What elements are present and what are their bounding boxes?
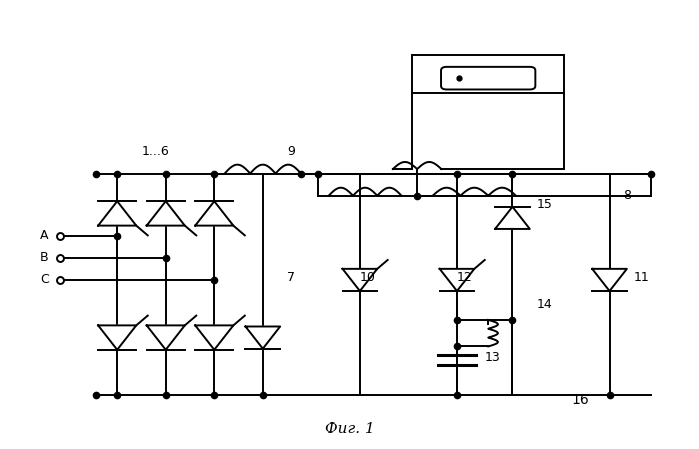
Text: 13: 13 [484, 351, 500, 364]
Text: 10: 10 [360, 271, 376, 284]
Text: 16: 16 [571, 393, 589, 407]
Polygon shape [147, 326, 185, 350]
Polygon shape [592, 269, 627, 291]
Polygon shape [195, 201, 233, 225]
Text: 12: 12 [457, 271, 473, 284]
Text: 8: 8 [624, 189, 631, 202]
Text: 9: 9 [287, 145, 295, 158]
Polygon shape [495, 207, 530, 229]
Text: 11: 11 [634, 271, 649, 284]
Text: B: B [40, 251, 49, 264]
Text: C: C [40, 273, 49, 286]
Polygon shape [245, 326, 280, 349]
FancyBboxPatch shape [412, 55, 565, 92]
Polygon shape [195, 326, 233, 350]
Text: Фиг. 1: Фиг. 1 [324, 423, 375, 436]
Polygon shape [98, 326, 136, 350]
FancyBboxPatch shape [441, 67, 535, 89]
Polygon shape [98, 201, 136, 225]
Polygon shape [147, 201, 185, 225]
Text: 7: 7 [287, 271, 295, 284]
Polygon shape [440, 269, 475, 291]
Text: 14: 14 [537, 298, 552, 311]
Text: A: A [40, 229, 49, 242]
Text: 15: 15 [537, 198, 553, 211]
Polygon shape [343, 269, 377, 291]
Text: 1...6: 1...6 [141, 145, 169, 158]
